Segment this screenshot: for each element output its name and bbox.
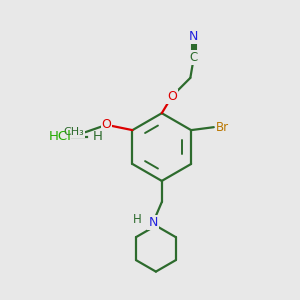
- Text: C: C: [190, 51, 198, 64]
- Text: O: O: [167, 90, 177, 103]
- Text: CH₃: CH₃: [64, 127, 85, 137]
- Text: N: N: [148, 216, 158, 229]
- Text: H: H: [133, 213, 142, 226]
- Text: HCl: HCl: [48, 130, 71, 143]
- Text: Br: Br: [216, 121, 229, 134]
- Text: N: N: [189, 29, 199, 43]
- Text: H: H: [93, 130, 103, 143]
- Text: O: O: [102, 118, 112, 131]
